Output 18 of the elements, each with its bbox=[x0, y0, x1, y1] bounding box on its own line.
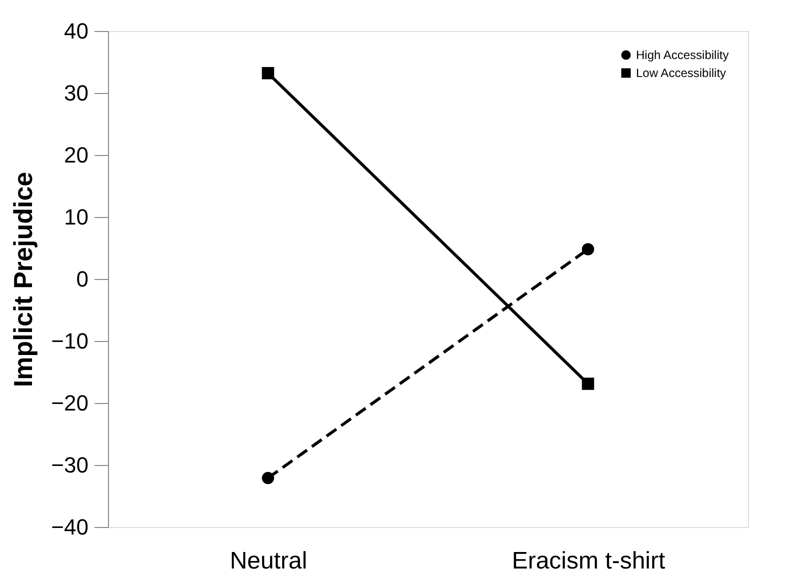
y-tick-label: −20 bbox=[51, 390, 88, 416]
point bbox=[582, 378, 594, 390]
y-axis-title: Implicit Prejudice bbox=[8, 172, 38, 388]
y-tick-label: 20 bbox=[64, 142, 88, 168]
x-tick-label: Eracism t-shirt bbox=[512, 548, 666, 574]
y-tick-label: −40 bbox=[51, 514, 88, 540]
x-tick-label: Neutral bbox=[230, 548, 308, 574]
point bbox=[582, 243, 594, 256]
y-tick-label: 0 bbox=[76, 266, 88, 292]
legend-label: High Accessibility bbox=[636, 48, 729, 62]
y-tick-label: −10 bbox=[51, 328, 88, 354]
legend-label: Low Accessibility bbox=[636, 66, 726, 80]
point bbox=[262, 472, 274, 484]
point bbox=[262, 67, 274, 80]
y-tick-label: 10 bbox=[64, 204, 88, 230]
y-tick-label: −30 bbox=[51, 452, 88, 478]
y-tick-label: 40 bbox=[64, 18, 88, 44]
y-tick-label: 30 bbox=[64, 80, 88, 106]
